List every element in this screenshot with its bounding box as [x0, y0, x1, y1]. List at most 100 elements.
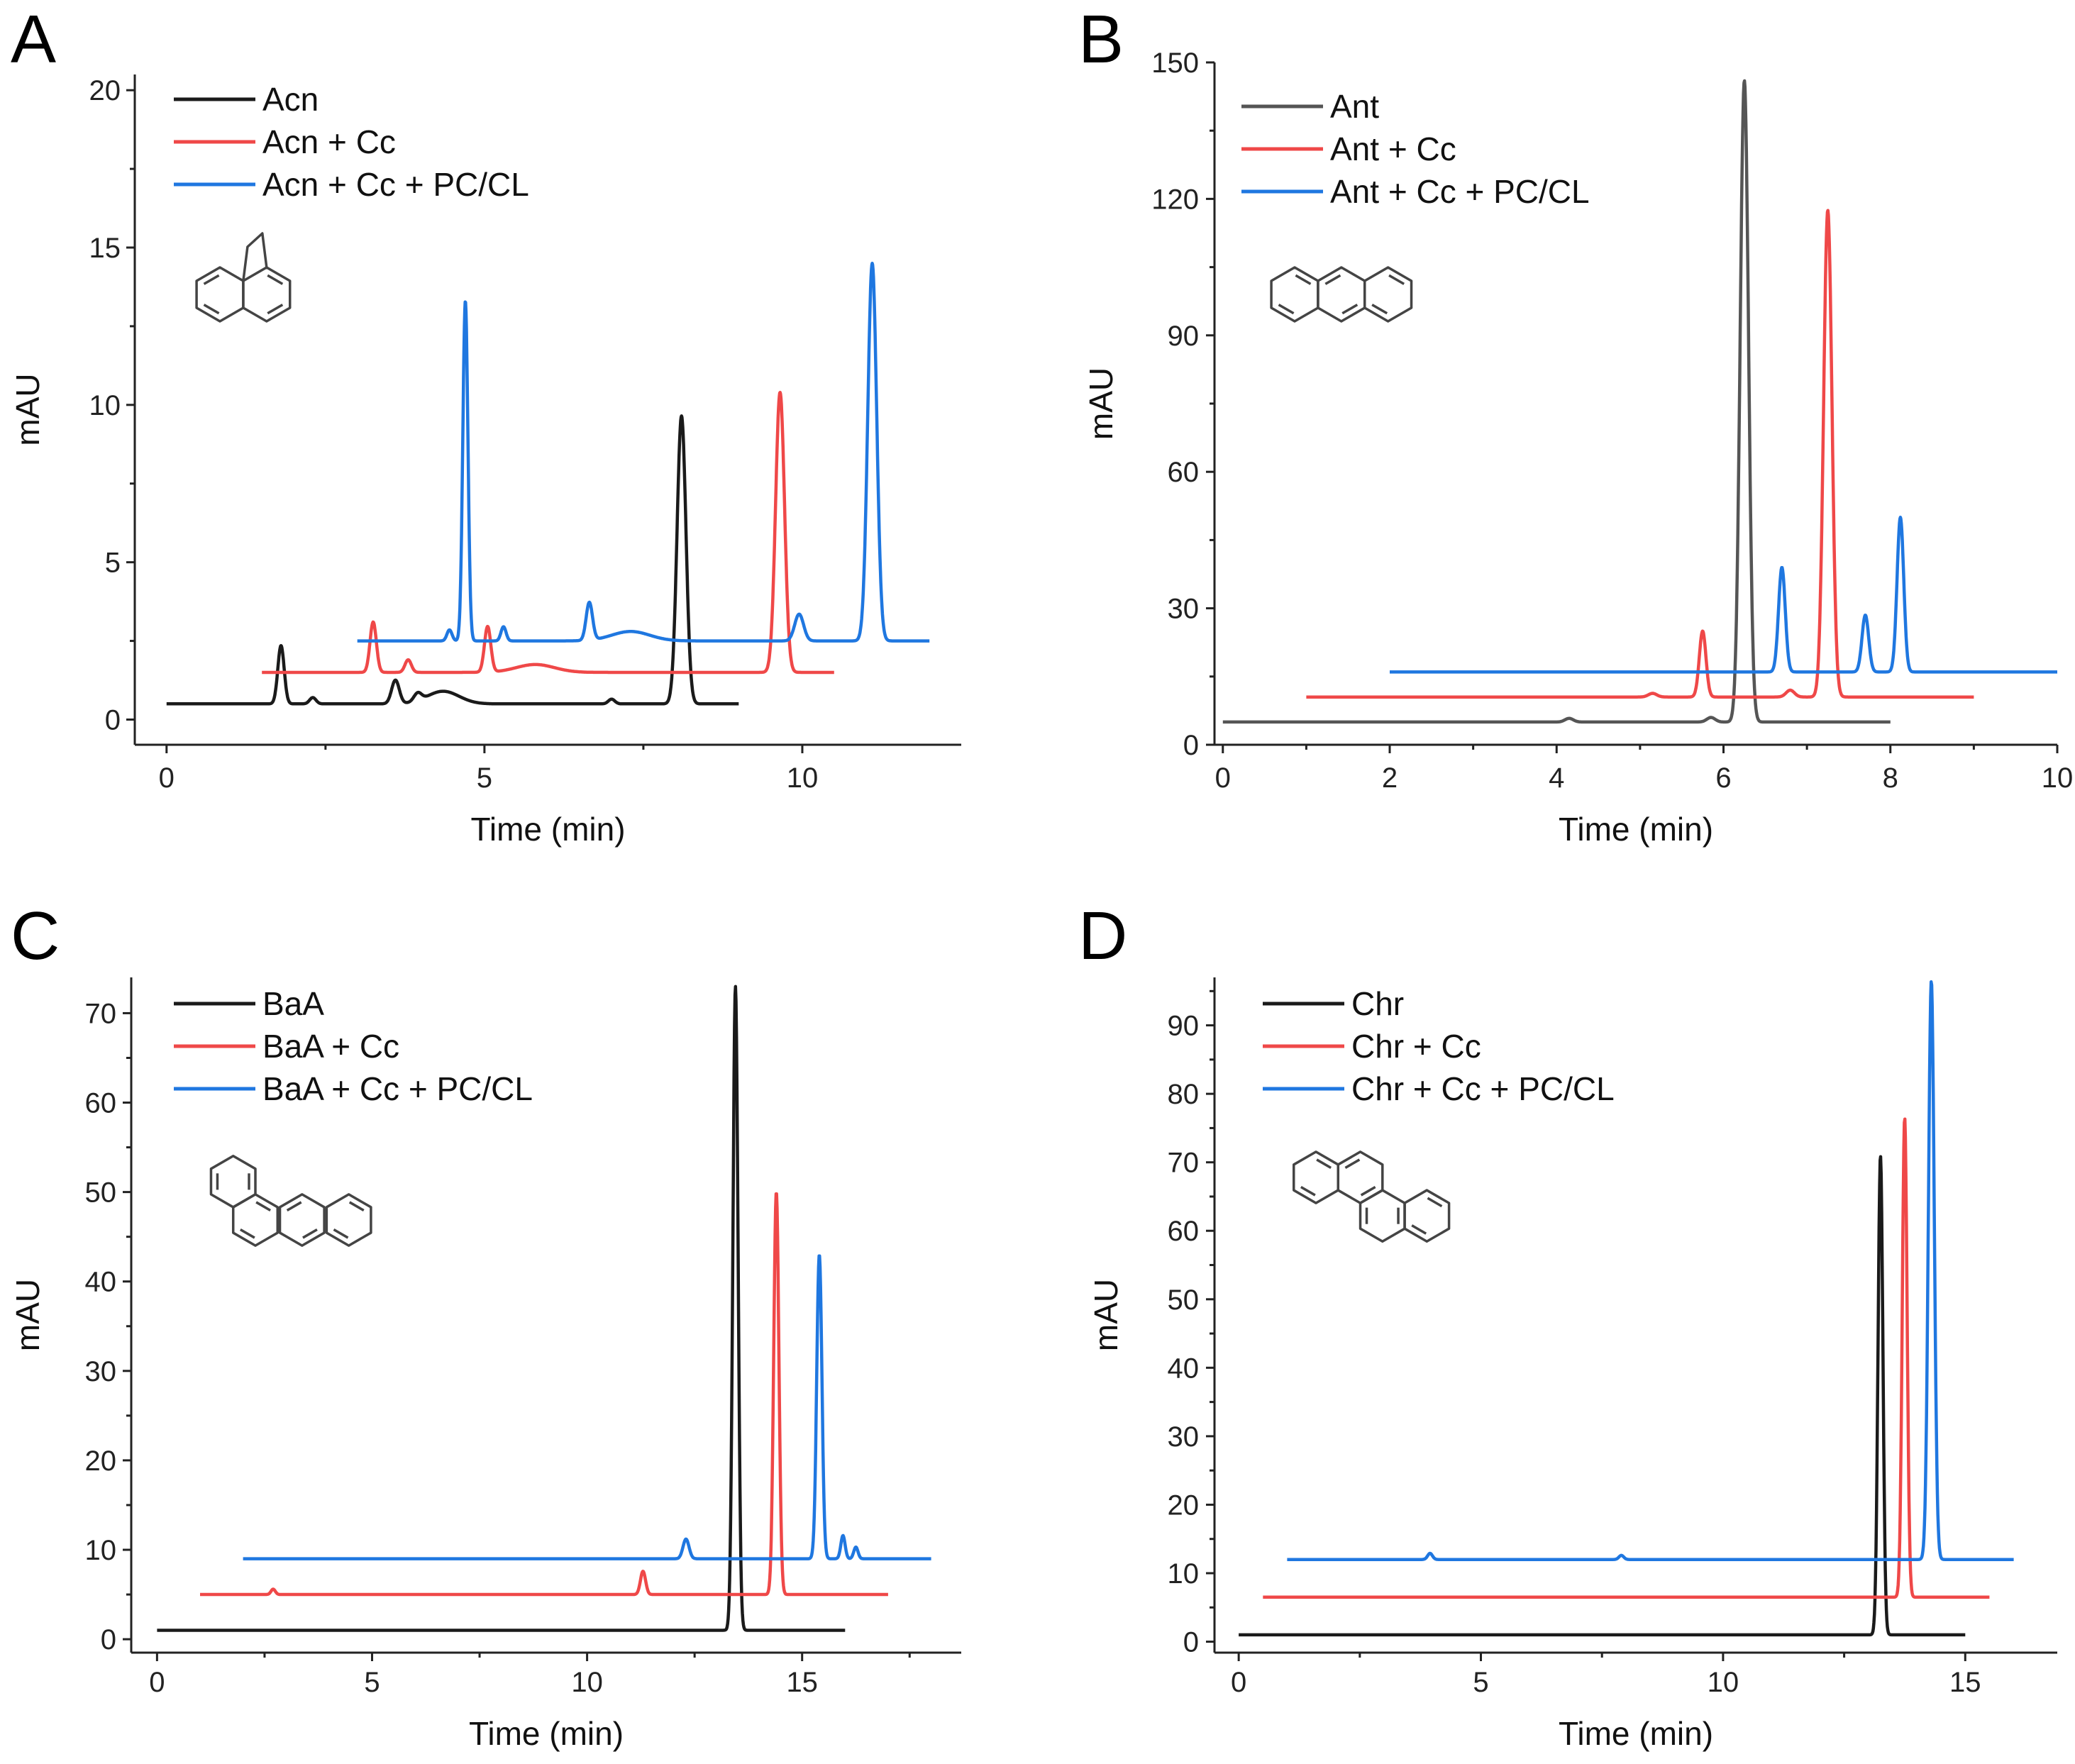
legend-label: Ant + Cc	[1330, 131, 1456, 167]
double-bond	[1344, 1158, 1361, 1170]
legend-label: Acn + Cc	[262, 123, 396, 160]
y-tick-label: 150	[1151, 48, 1199, 79]
double-bond	[203, 304, 220, 315]
y-axis-label: mAU	[1088, 1279, 1124, 1351]
benz[a]anthracene-structure-icon	[209, 1155, 372, 1247]
double-bond	[255, 1201, 272, 1212]
double-bond	[1341, 304, 1359, 315]
series-line-chr-cc	[1261, 1117, 1991, 1599]
anthracene-structure-icon	[1270, 266, 1413, 323]
panel-b: B 0 30 60 90 120 150 0 2 4 6 8 10 Time (min) mAU Ant Ant…	[1078, 1, 2073, 848]
double-bond	[239, 1228, 255, 1239]
x-axis-label: Time (min)	[469, 1715, 624, 1752]
y-tick-label: 70	[85, 998, 117, 1029]
ring	[1292, 1150, 1340, 1204]
double-bond	[1427, 1197, 1443, 1208]
x-tick-label: 10	[2042, 762, 2074, 794]
double-bond	[1300, 1185, 1316, 1197]
double-bond	[348, 1201, 365, 1212]
double-bond	[1388, 274, 1405, 285]
ring	[1363, 266, 1413, 323]
x-tick-label: 0	[1215, 762, 1231, 794]
series-line-ant	[1222, 79, 1892, 724]
y-tick-label: 40	[85, 1267, 117, 1298]
double-bond	[1360, 1185, 1376, 1197]
y-tick-label: 40	[1168, 1353, 1200, 1384]
x-tick-label: 15	[786, 1667, 818, 1698]
y-tick-label: 20	[85, 1446, 117, 1477]
ring	[278, 1193, 326, 1247]
y-tick-label: 20	[1168, 1490, 1200, 1521]
y-tick-label: 20	[89, 75, 121, 106]
series-line-acn-cc	[260, 390, 836, 675]
panel-c: C 0 10 20 30 40 50 60 70 0 5 10 15 Time (min) mAU BaA Ba…	[9, 898, 961, 1752]
double-bond	[267, 304, 284, 315]
x-tick-label: 10	[571, 1667, 603, 1698]
x-axis-label: Time (min)	[1559, 811, 1713, 848]
ring	[195, 266, 245, 323]
double-bond	[1316, 1158, 1332, 1170]
x-tick-label: 4	[1549, 762, 1564, 794]
x-tick-label: 10	[787, 762, 819, 794]
series-line-baa	[155, 984, 846, 1632]
y-tick-label: 80	[1168, 1079, 1200, 1110]
y-tick-label: 60	[85, 1088, 117, 1119]
y-tick-label: 70	[1168, 1148, 1200, 1179]
x-tick-label: 8	[1883, 762, 1898, 794]
y-tick-label: 10	[1168, 1558, 1200, 1590]
x-axis-label: Time (min)	[470, 811, 625, 848]
x-axis-label: Time (min)	[1559, 1715, 1713, 1752]
double-bond	[267, 274, 284, 285]
y-tick-label: 0	[1183, 730, 1199, 761]
y-tick-label: 0	[101, 1624, 116, 1655]
panel-a: A 0 5 10 15 20 0 5 10 Time (min) mAU Acn Acn + Cc Acn…	[9, 1, 961, 848]
y-tick-label: 60	[1168, 457, 1200, 488]
y-tick-label: 0	[105, 705, 121, 736]
y-axis-label: mAU	[9, 373, 46, 445]
y-tick-label: 50	[85, 1177, 117, 1209]
ring	[1403, 1189, 1451, 1243]
x-tick-label: 2	[1382, 762, 1398, 794]
y-tick-label: 60	[1168, 1216, 1200, 1247]
panel-letter: A	[11, 1, 56, 77]
double-bond	[302, 1228, 318, 1239]
panel-letter: B	[1078, 1, 1124, 77]
panel-letter: D	[1078, 898, 1127, 974]
x-tick-label: 0	[159, 762, 175, 794]
legend-label: Chr + Cc	[1351, 1028, 1481, 1065]
legend-label: Acn	[262, 81, 319, 118]
double-bond	[1295, 274, 1312, 285]
legend-label: Chr + Cc + PC/CL	[1351, 1070, 1615, 1107]
x-tick-label: 10	[1708, 1667, 1739, 1698]
series-line-ant-cc-pc-cl	[1388, 516, 2059, 674]
bridge	[242, 232, 268, 282]
double-bond	[333, 1228, 349, 1239]
ring	[242, 266, 292, 323]
y-tick-label: 30	[85, 1356, 117, 1387]
chrysene-structure-icon	[1292, 1150, 1451, 1243]
y-axis-label: mAU	[1083, 367, 1119, 440]
double-bond	[203, 274, 220, 285]
double-bond	[1278, 304, 1295, 315]
double-bond	[1371, 304, 1388, 315]
legend-label: BaA + Cc + PC/CL	[262, 1070, 533, 1107]
x-tick-label: 6	[1715, 762, 1731, 794]
y-tick-label: 50	[1168, 1285, 1200, 1316]
x-tick-label: 5	[1473, 1667, 1488, 1698]
ring	[325, 1193, 372, 1247]
series-line-acn	[165, 414, 741, 706]
legend-label: BaA	[262, 985, 324, 1022]
y-tick-label: 0	[1183, 1627, 1199, 1658]
x-tick-label: 15	[1949, 1667, 1981, 1698]
series-line-chr	[1237, 1155, 1966, 1637]
series-line-acn-cc-pc-cl	[355, 261, 931, 643]
y-tick-label: 10	[89, 390, 121, 421]
y-tick-label: 90	[1168, 1011, 1200, 1042]
panel-letter: C	[11, 898, 60, 974]
legend-label: Ant + Cc + PC/CL	[1330, 173, 1590, 210]
legend-label: BaA + Cc	[262, 1028, 399, 1065]
series-line-chr-cc-pc-cl	[1285, 980, 2015, 1561]
legend-label: Chr	[1351, 985, 1404, 1022]
series-line-baa-cc	[199, 1192, 890, 1597]
